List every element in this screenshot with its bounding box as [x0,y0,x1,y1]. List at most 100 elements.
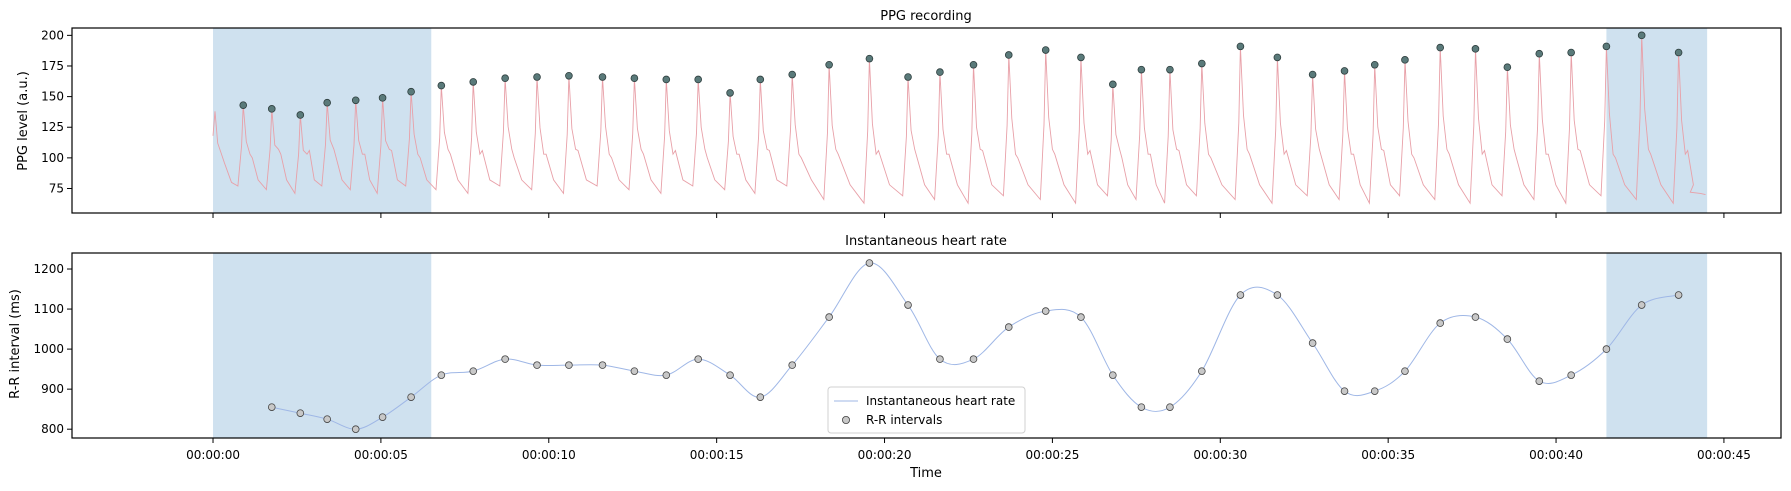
ppg-peak-point [1273,53,1282,62]
ppg-peak-point [1004,51,1013,59]
ppg-peak-point [323,98,331,107]
heart-rate-shaded-regions [213,253,1708,438]
heart-rate-axes-frame [71,252,1782,439]
ppg-peak-point [267,105,276,113]
ppg-x-axis [212,213,1725,218]
y-tick-label: 125 [41,120,64,134]
rr-interval-point [1471,313,1480,321]
rr-interval-point [694,355,702,363]
rr-interval-point [825,313,833,321]
legend-marker-swatch [842,415,851,424]
ppg-peak-point [1109,80,1117,89]
ppg-peak-point [437,81,446,90]
rr-interval-point [1401,367,1409,375]
rr-interval-point [1077,313,1085,321]
ppg-peak-point [1637,31,1646,40]
rr-interval-point [865,259,874,267]
rr-interval-point [1004,323,1013,331]
ppg-peak-point [501,74,509,83]
x-tick-label: 00:00:15 [690,448,744,462]
rr-interval-point [323,415,331,423]
x-tick-label: 00:00:35 [1361,448,1415,462]
ppg-peak-point [1535,49,1544,58]
rr-interval-point [565,361,573,369]
ppg-peak-point [1401,56,1409,64]
ppg-peak-point [1436,43,1445,52]
x-tick-label: 00:00:40 [1529,448,1583,462]
rr-interval-point [1236,291,1245,299]
x-tick-label: 00:00:05 [354,448,408,462]
ppg-peak-point [533,73,541,81]
ppg-peak-point [936,68,944,76]
ppg-chart-title: PPG recording [880,9,972,24]
legend: Instantaneous heart rate R-R intervals [827,386,1026,434]
x-tick-label: 00:00:20 [858,448,912,462]
rr-interval-point [969,355,978,363]
x-tick-label: 00:00:30 [1193,448,1247,462]
x-tick-label: 00:00:00 [186,448,240,462]
ppg-peak-point [756,75,765,84]
rr-interval-point [1674,291,1683,299]
ppg-peak-point [726,89,734,97]
rr-interval-markers [267,259,1683,433]
rr-interval-point [1340,387,1349,395]
rr-interval-point [1503,335,1512,343]
ppg-peak-point [904,73,912,81]
rr-interval-point [407,393,415,401]
rr-interval-point [662,371,671,379]
rr-interval-point [351,425,360,433]
heart-rate-x-axis: 00:00:00 00:00:05 00:00:10 00:00:15 00:00:20… [186,438,1751,462]
instantaneous-heart-rate-line [271,262,1679,430]
ppg-peak-point [1137,65,1146,74]
ppg-peak-point [407,87,415,96]
ppg-peak-point [1041,46,1050,54]
heart-rate-y-axis: 800 900 1000 1100 1200 [33,262,72,436]
ppg-peak-point [1340,67,1349,75]
rr-interval-point [1567,371,1575,379]
ppg-peak-point [630,74,639,83]
rr-interval-point [1535,377,1544,385]
x-tick-label: 00:00:45 [1697,448,1751,462]
ppg-peak-point [239,101,248,109]
ppg-y-axis: 75 100 125 150 175 200 [41,28,72,195]
ppg-peak-point [1602,42,1611,51]
y-tick-label: 800 [41,422,64,436]
rr-interval-point [726,371,734,379]
ppg-peak-point [296,111,305,119]
rr-interval-point [1041,307,1050,315]
ppg-peak-point [1077,53,1085,62]
rr-interval-point [904,301,912,309]
shaded-region [1606,253,1708,438]
ppg-peak-point [469,78,478,86]
ppg-peak-point [378,94,387,102]
rr-interval-point [788,361,796,369]
rr-interval-point [756,393,765,401]
y-tick-label: 150 [41,90,64,104]
ppg-peak-point [1567,48,1575,57]
rr-interval-point [437,371,446,379]
y-tick-label: 900 [41,382,64,396]
ppg-peak-point [865,54,874,63]
ppg-y-axis-label: PPG level (a.u.) [16,71,31,171]
rr-interval-point [1308,339,1317,347]
rr-interval-point [1137,403,1146,411]
ppg-recording-panel: PPG recording 75 100 125 150 175 200 PPG leve… [16,9,1782,218]
ppg-peak-point [1308,70,1317,79]
ppg-peak-markers [239,31,1683,119]
rr-interval-point [598,361,607,369]
heart-rate-y-axis-label: R-R interval (ms) [8,289,23,399]
y-tick-label: 1200 [33,262,64,276]
rr-interval-point [469,367,478,375]
ppg-peak-point [969,60,978,69]
legend-entry-rr-intervals: R-R intervals [866,413,942,427]
ppg-peak-point [825,60,833,69]
rr-interval-point [378,413,387,421]
rr-interval-point [630,367,639,375]
ppg-peak-point [788,70,796,79]
ppg-peak-point [1471,45,1480,53]
ppg-signal-line [212,35,1706,205]
ppg-peak-point [1674,48,1683,57]
rr-interval-point [1370,387,1379,395]
y-tick-label: 100 [41,151,64,165]
ppg-peak-point [662,75,671,84]
